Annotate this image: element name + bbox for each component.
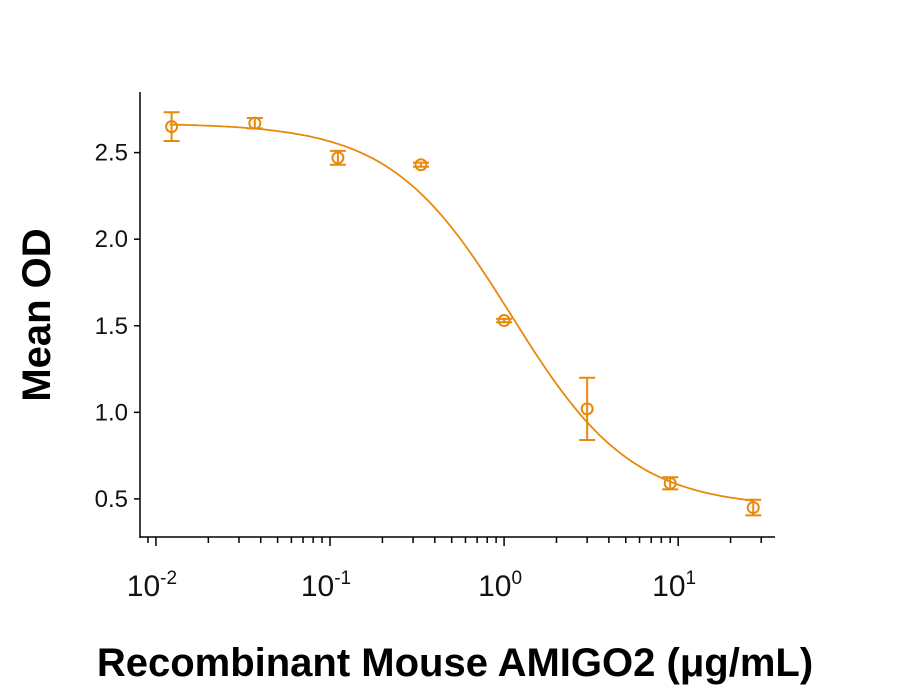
data-point [579,376,596,442]
x-tick-label: 100 [478,568,522,603]
data-point [496,314,513,328]
data-point [745,498,762,517]
x-tick-label: 101 [652,568,696,603]
data-marker [165,120,179,134]
data-marker [248,116,262,130]
fit-curve [169,123,754,502]
data-marker [746,501,760,515]
y-tick-label: 1.0 [95,399,128,426]
data-point [412,158,429,172]
marks [163,111,762,517]
y-tick-label: 2.5 [95,140,128,167]
data-point [246,116,263,130]
data-marker [414,158,428,172]
x-axis-title: Recombinant Mouse AMIGO2 (μg/mL) [97,641,813,685]
y-tick-label: 0.5 [95,486,128,513]
data-marker [580,402,594,416]
data-marker [497,314,511,328]
y-tick-label: 2.0 [95,226,128,253]
data-point [329,149,346,166]
x-tick-label: 10-1 [301,568,351,603]
data-marker [331,151,345,165]
data-marker [663,476,677,490]
data-point [662,476,679,491]
data-point [163,111,180,143]
y-tick-label: 1.5 [95,313,128,340]
y-axis-title: Mean OD [15,228,59,401]
axes: 0.5 1.0 1.5 2.0 2.5 10-2 10-1 100 101 [95,92,775,603]
x-tick-label: 10-2 [127,568,177,603]
